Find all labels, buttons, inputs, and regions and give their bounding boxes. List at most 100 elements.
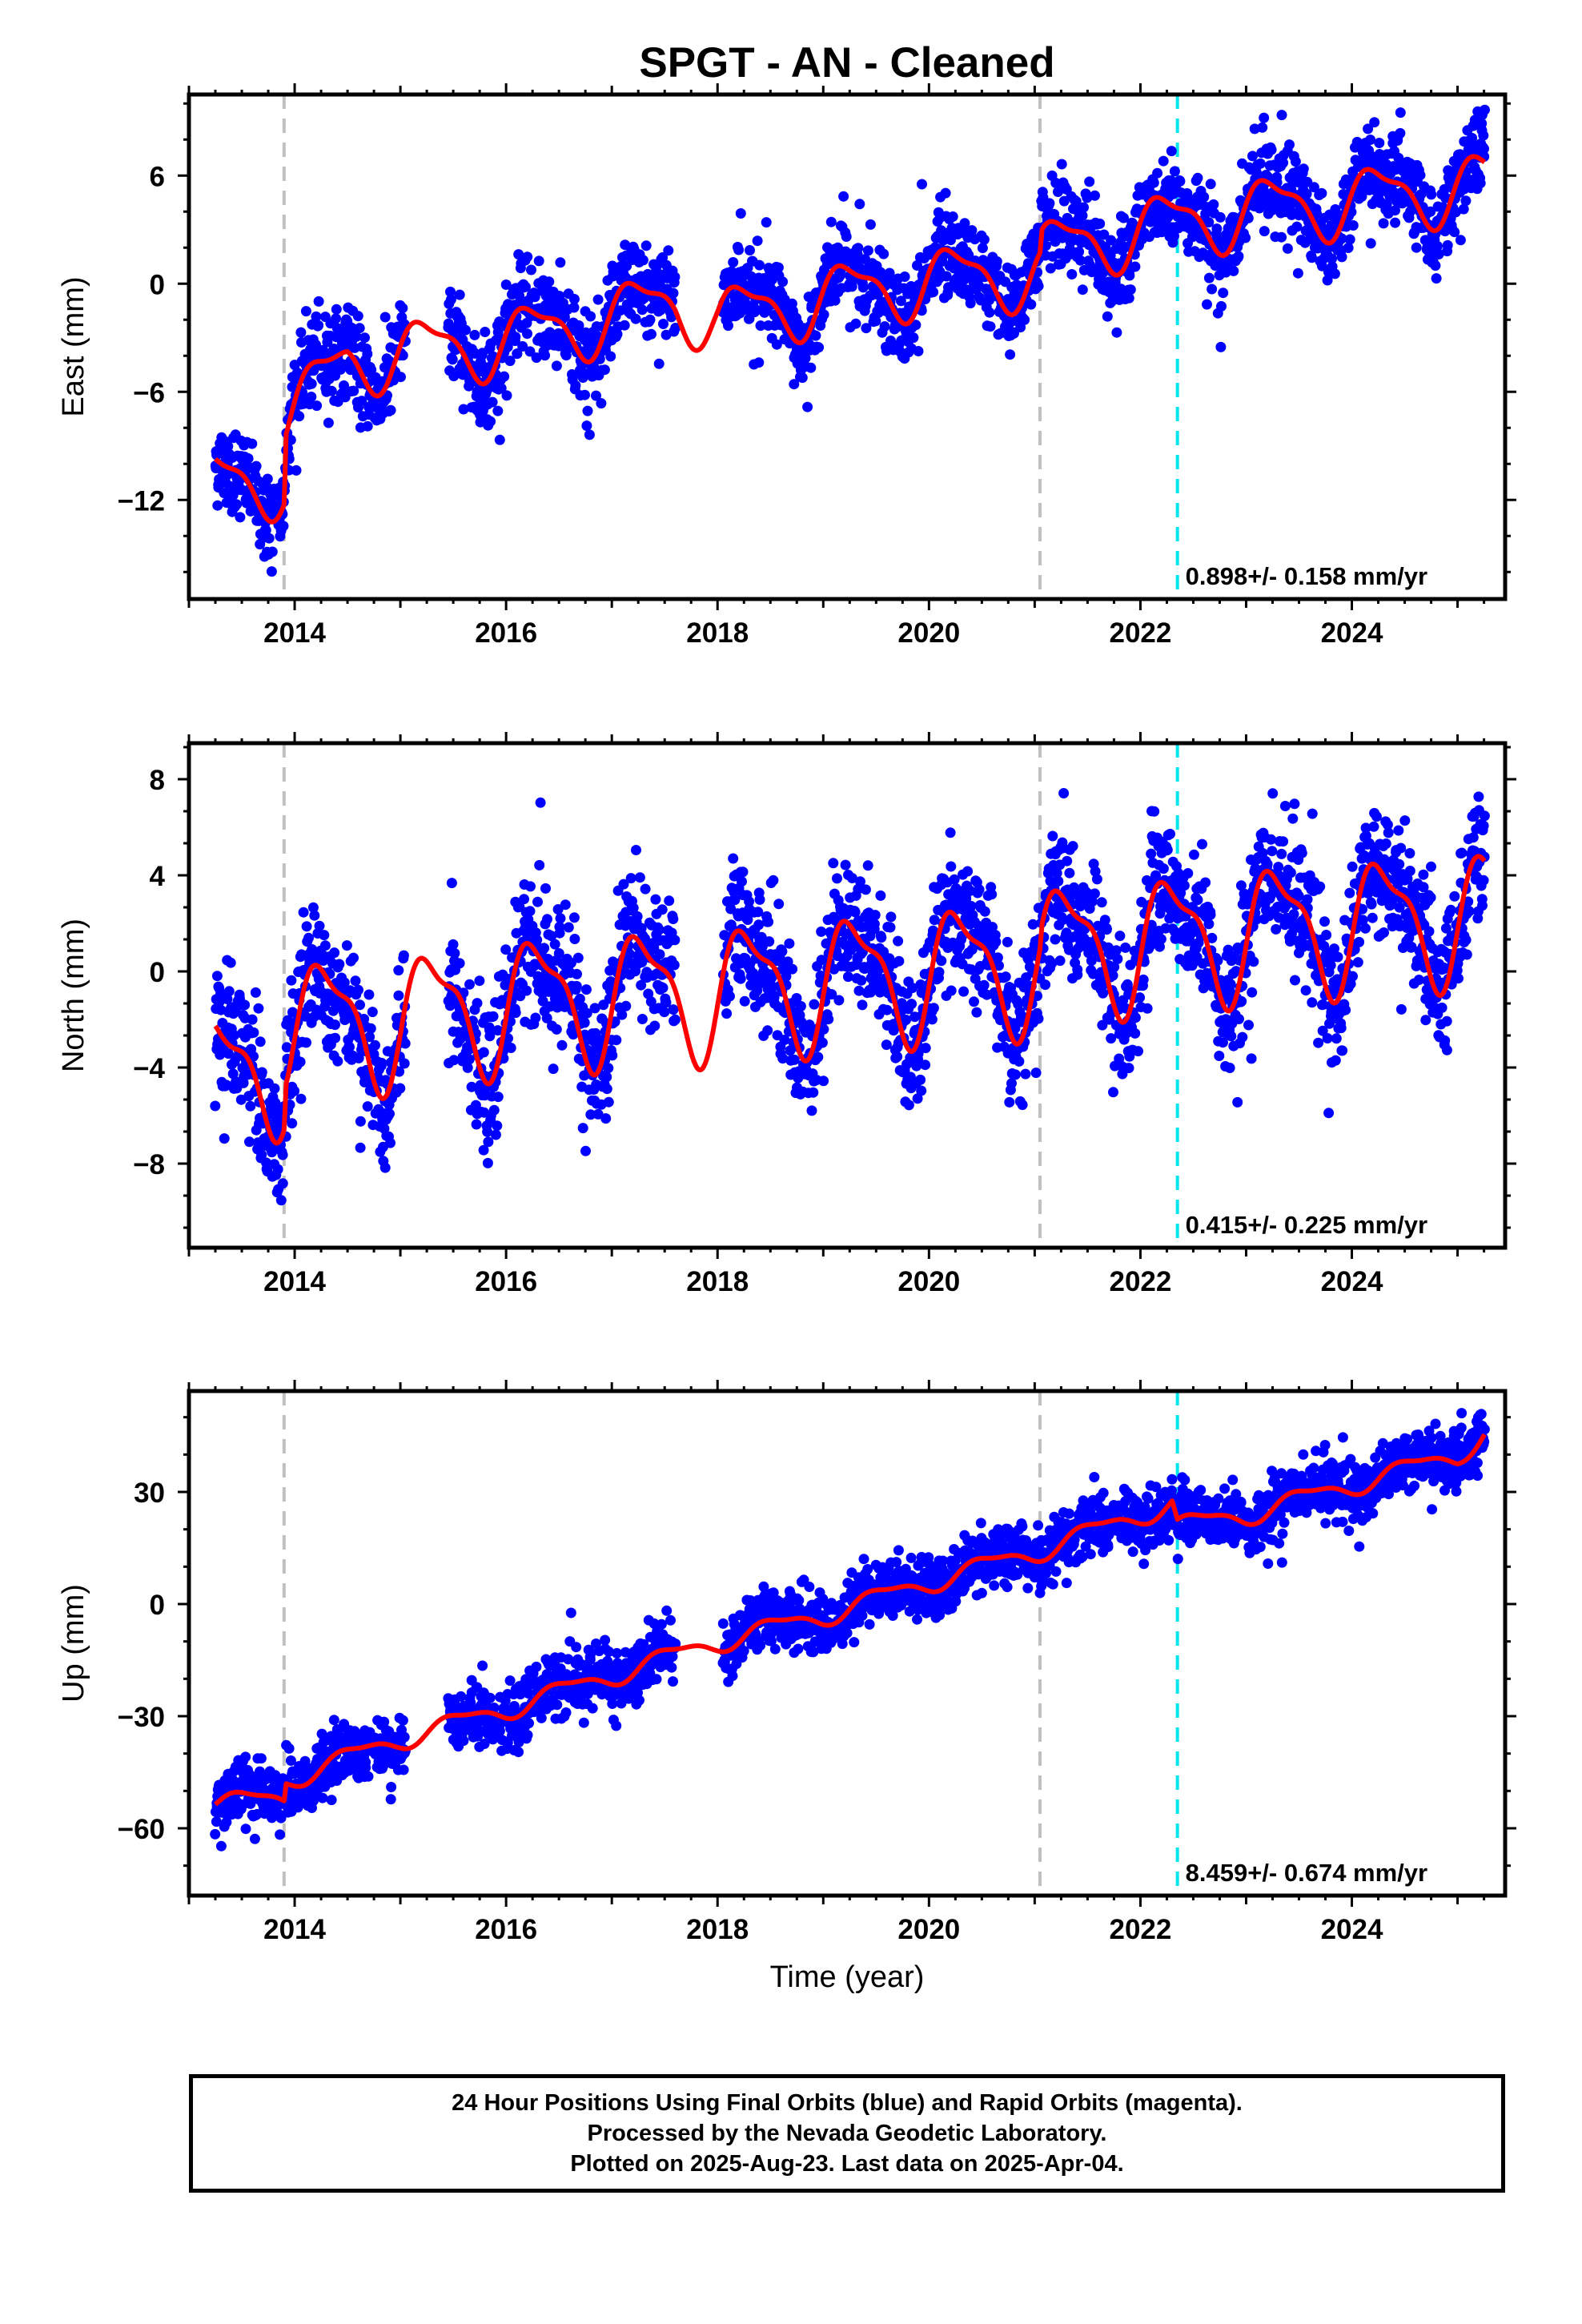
- data-point: [636, 304, 648, 316]
- data-point: [762, 1025, 773, 1036]
- data-point: [519, 894, 529, 905]
- data-point: [505, 1043, 516, 1053]
- data-point: [1074, 246, 1085, 257]
- data-point: [1276, 110, 1287, 121]
- data-point: [1077, 210, 1088, 221]
- data-point: [978, 979, 990, 991]
- data-point: [1321, 930, 1332, 940]
- data-point: [1430, 260, 1441, 271]
- data-point: [1218, 1037, 1228, 1048]
- data-point: [813, 1051, 824, 1063]
- data-point: [1266, 834, 1276, 845]
- data-point: [1203, 919, 1215, 930]
- data-point: [1102, 311, 1113, 322]
- data-point: [492, 1092, 504, 1103]
- data-point: [266, 566, 277, 577]
- data-point: [612, 328, 623, 340]
- data-point: [1276, 231, 1287, 243]
- data-point: [544, 276, 555, 287]
- y-tick-label: 0: [150, 269, 165, 300]
- data-point: [974, 884, 985, 895]
- data-point: [1347, 861, 1358, 872]
- data-point: [1207, 283, 1218, 295]
- data-point: [1335, 1023, 1347, 1034]
- data-point: [311, 400, 323, 412]
- data-point: [530, 1012, 541, 1023]
- data-point: [556, 1039, 568, 1051]
- data-point: [1246, 1053, 1257, 1064]
- data-point: [488, 1011, 499, 1022]
- chart-title: SPGT - AN - Cleaned: [639, 39, 1054, 86]
- data-point: [379, 1162, 391, 1173]
- data-point: [962, 866, 974, 877]
- data-point: [940, 187, 951, 199]
- data-point: [478, 1047, 489, 1058]
- data-point: [572, 968, 582, 979]
- data-point: [1146, 848, 1157, 859]
- data-point: [753, 357, 765, 368]
- data-point: [934, 967, 945, 978]
- data-point: [482, 1157, 493, 1168]
- data-point: [351, 331, 362, 342]
- data-point: [525, 881, 536, 892]
- data-point: [577, 1123, 588, 1134]
- data-point: [797, 372, 808, 384]
- data-point: [532, 896, 543, 907]
- data-point: [1094, 218, 1106, 229]
- data-point: [1395, 1003, 1407, 1015]
- data-point: [1331, 1033, 1342, 1044]
- data-point: [784, 938, 795, 949]
- data-point: [472, 998, 483, 1009]
- data-point: [1323, 1108, 1335, 1119]
- data-point: [1316, 187, 1327, 199]
- data-point: [649, 1020, 661, 1031]
- data-point: [833, 995, 845, 1006]
- plot-area: [210, 743, 1490, 1248]
- data-point: [669, 271, 681, 283]
- data-point: [569, 934, 580, 944]
- data-point: [580, 984, 592, 995]
- data-point: [903, 1100, 914, 1111]
- data-point: [881, 1039, 892, 1051]
- data-point: [350, 975, 361, 987]
- y-tick-label: 6: [150, 161, 165, 192]
- data-point: [1096, 897, 1107, 908]
- data-point: [306, 392, 317, 402]
- data-point: [860, 884, 871, 895]
- data-point: [1123, 1063, 1134, 1074]
- data-point: [986, 889, 998, 900]
- data-point: [663, 245, 674, 256]
- data-point: [1045, 263, 1056, 274]
- data-point: [1354, 936, 1365, 947]
- data-point: [1182, 868, 1194, 879]
- data-point: [275, 1195, 287, 1206]
- data-point: [777, 276, 789, 287]
- data-point: [1247, 151, 1258, 162]
- data-point: [313, 296, 324, 307]
- data-point: [733, 244, 745, 255]
- data-point: [879, 321, 890, 332]
- data-point: [1478, 130, 1489, 141]
- data-point: [1365, 135, 1376, 145]
- data-point: [619, 320, 630, 331]
- data-point: [946, 861, 957, 872]
- data-point: [854, 199, 865, 210]
- data-point: [1313, 1037, 1324, 1048]
- data-point: [1050, 177, 1062, 188]
- data-point: [1075, 255, 1086, 266]
- data-point: [363, 989, 375, 1000]
- data-point: [806, 1105, 817, 1116]
- data-point: [1050, 934, 1061, 945]
- data-point: [219, 1133, 230, 1144]
- data-point: [548, 1063, 559, 1075]
- data-point: [1395, 127, 1406, 139]
- data-point: [521, 985, 532, 996]
- data-point: [1291, 221, 1303, 232]
- data-point: [920, 1059, 931, 1071]
- data-point: [728, 853, 739, 864]
- data-point: [1319, 916, 1330, 927]
- data-point: [632, 911, 643, 922]
- data-point: [959, 218, 970, 229]
- data-point: [832, 873, 842, 884]
- data-point: [522, 251, 533, 263]
